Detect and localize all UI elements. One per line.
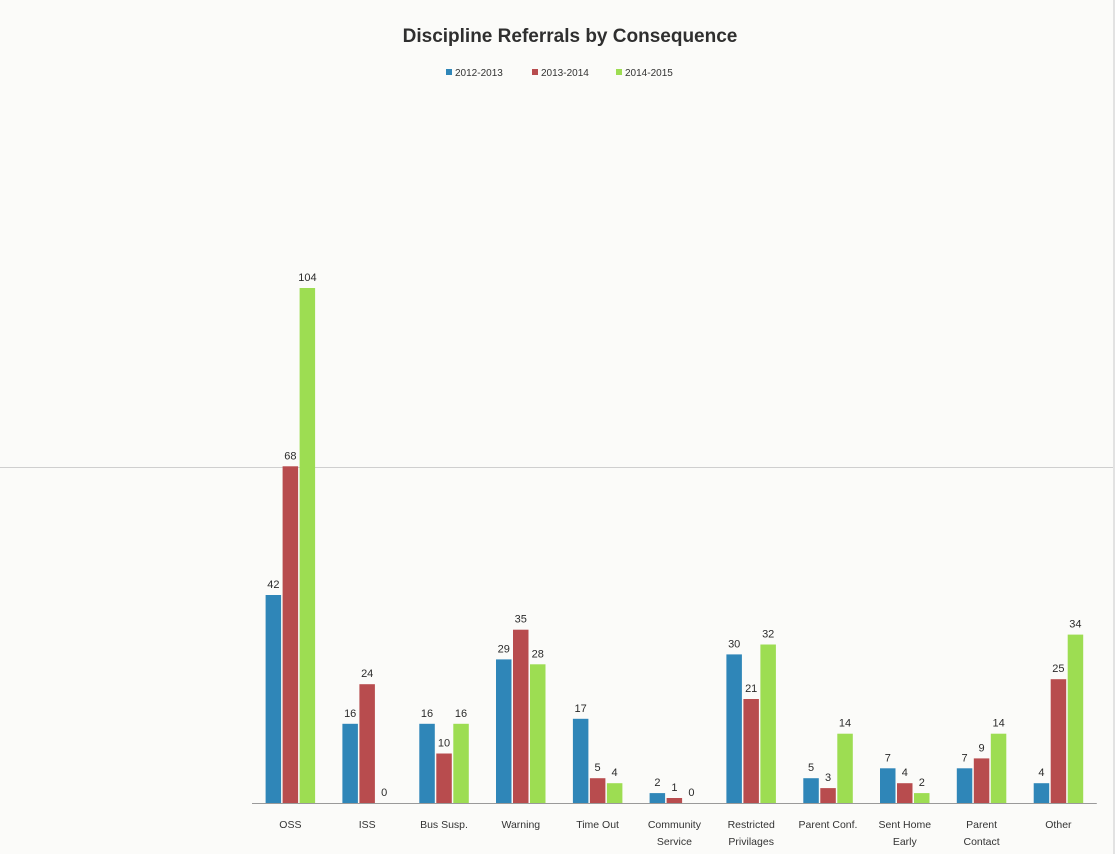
scan-artifact-line <box>0 467 1115 468</box>
chart-title: Discipline Referrals by Consequence <box>403 26 738 47</box>
bar-5-1 <box>666 798 683 803</box>
bar-7-0 <box>803 778 819 803</box>
category-label-9-0: Parent <box>966 819 997 831</box>
category-label-4-0: Time Out <box>576 819 619 831</box>
value-label-3-1: 35 <box>515 614 527 626</box>
legend-swatch-2012-2013 <box>446 69 452 75</box>
bar-6-0 <box>726 654 742 803</box>
category-label-6-0: Restricted <box>728 819 775 831</box>
value-label-7-2: 14 <box>839 718 851 730</box>
bar-0-0 <box>265 595 282 803</box>
bar-3-0 <box>496 659 512 803</box>
value-label-4-2: 4 <box>612 767 618 779</box>
bar-6-1 <box>743 699 759 803</box>
bar-9-0 <box>956 768 973 803</box>
bar-1-1 <box>359 684 375 803</box>
value-label-0-0: 42 <box>267 579 279 591</box>
category-label-1-0: ISS <box>359 819 376 831</box>
value-label-9-0: 7 <box>962 752 968 764</box>
category-label-5-0: Community <box>648 819 702 831</box>
value-label-8-1: 4 <box>902 767 908 779</box>
bar-2-1 <box>436 753 452 803</box>
legend-swatch-2014-2015 <box>616 69 622 75</box>
category-label-10-0: Other <box>1045 819 1072 831</box>
bar-3-1 <box>513 629 529 803</box>
value-label-1-0: 16 <box>344 708 356 720</box>
bar-4-2 <box>606 783 623 803</box>
value-label-9-2: 14 <box>992 718 1004 730</box>
category-label-8-0: Sent Home <box>879 819 932 831</box>
category-label-7-0: Parent Conf. <box>799 819 858 831</box>
bar-10-1 <box>1050 679 1067 803</box>
value-label-0-2: 104 <box>298 272 316 284</box>
value-label-4-1: 5 <box>595 762 601 774</box>
category-label-9-1: Contact <box>964 836 1000 848</box>
category-label-3-0: Warning <box>501 819 540 831</box>
category-label-5-1: Service <box>657 836 692 848</box>
value-label-6-0: 30 <box>728 638 740 650</box>
bar-7-1 <box>820 788 836 803</box>
bar-0-1 <box>282 466 299 803</box>
value-label-10-1: 25 <box>1052 663 1064 675</box>
category-label-8-1: Early <box>893 836 918 848</box>
bar-3-2 <box>530 664 546 803</box>
value-label-5-1: 1 <box>671 782 677 794</box>
category-label-2-0: Bus Susp. <box>420 819 468 831</box>
value-label-3-0: 29 <box>498 643 510 655</box>
bar-8-1 <box>897 783 913 803</box>
bars-group <box>265 288 1084 803</box>
value-label-8-0: 7 <box>885 752 891 764</box>
bar-8-0 <box>880 768 896 803</box>
legend: 2012-2013 2013-2014 2014-2015 <box>446 68 673 79</box>
bar-6-2 <box>760 644 776 803</box>
value-label-5-2: 0 <box>688 787 694 799</box>
bar-10-2 <box>1067 634 1084 803</box>
bar-4-0 <box>572 718 589 803</box>
page-edge <box>1113 0 1115 854</box>
bar-2-2 <box>453 723 469 803</box>
value-label-5-0: 2 <box>654 777 660 789</box>
category-label-6-1: Privilages <box>728 836 774 848</box>
legend-label-2012-2013: 2012-2013 <box>455 68 503 79</box>
bar-9-1 <box>973 758 990 803</box>
value-label-2-1: 10 <box>438 738 450 750</box>
bar-4-1 <box>589 778 606 803</box>
bar-7-2 <box>837 733 853 803</box>
value-label-2-0: 16 <box>421 708 433 720</box>
bar-0-2 <box>299 288 316 803</box>
value-label-1-1: 24 <box>361 668 373 680</box>
value-label-3-2: 28 <box>532 648 544 660</box>
value-label-10-2: 34 <box>1069 619 1081 631</box>
value-label-9-1: 9 <box>979 742 985 754</box>
value-label-10-0: 4 <box>1038 767 1044 779</box>
value-label-2-2: 16 <box>455 708 467 720</box>
bar-10-0 <box>1033 783 1050 803</box>
value-label-6-1: 21 <box>745 683 757 695</box>
value-label-8-2: 2 <box>919 777 925 789</box>
value-label-1-2: 0 <box>381 787 387 799</box>
legend-label-2013-2014: 2013-2014 <box>541 68 589 79</box>
category-label-0-0: OSS <box>279 819 301 831</box>
bar-2-0 <box>419 723 435 803</box>
category-labels-group: OSS ISS Bus Susp. Warning Time Out Community S… <box>279 819 1072 848</box>
value-label-4-0: 17 <box>574 703 586 715</box>
value-label-7-0: 5 <box>808 762 814 774</box>
legend-label-2014-2015: 2014-2015 <box>625 68 673 79</box>
value-label-6-2: 32 <box>762 629 774 641</box>
value-label-0-1: 68 <box>284 450 296 462</box>
legend-swatch-2013-2014 <box>532 69 538 75</box>
bar-5-0 <box>649 793 666 803</box>
bar-8-2 <box>914 793 930 803</box>
bar-9-2 <box>990 733 1007 803</box>
value-label-7-1: 3 <box>825 772 831 784</box>
bar-1-0 <box>342 723 358 803</box>
